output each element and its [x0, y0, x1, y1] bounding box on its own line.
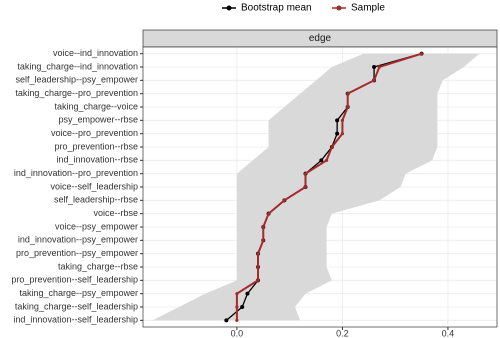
y-tick-label: taking_charge--self_leadership [15, 301, 138, 311]
y-tick-label: ind_innovation--pro_prevention [14, 168, 138, 178]
point [335, 131, 340, 136]
y-tick-label: voice--ind_innovation [53, 48, 138, 58]
y-tick-label: voice--psy_empower [55, 221, 138, 231]
y-tick-label: voice--rbse [93, 208, 138, 218]
y-tick-label: voice--pro_prevention [51, 128, 138, 138]
point [319, 158, 324, 163]
y-tick-label: pro_prevention--psy_empower [16, 248, 138, 258]
y-tick-label: taking_charge--voice [54, 101, 138, 111]
point [235, 305, 239, 309]
point [346, 105, 350, 109]
x-tick-label: 0.0 [231, 328, 244, 338]
point [335, 118, 340, 123]
point [324, 158, 329, 162]
x-tick-label: 0.2 [336, 328, 349, 338]
point [377, 65, 381, 69]
y-tick-label: taking_charge--pro_prevention [15, 88, 138, 98]
y-tick-label: taking_charge--psy_empower [19, 288, 138, 298]
point [303, 172, 308, 176]
confidence-band [152, 53, 480, 321]
y-tick-label: taking_charge--ind_innovation [17, 61, 138, 71]
point [235, 318, 239, 322]
y-tick-label: pro_prevention--rbse [54, 141, 138, 151]
legend-dot [336, 5, 342, 11]
y-tick-label: self_leadership--rbse [54, 195, 138, 205]
y-tick-label: voice--self_leadership [50, 181, 138, 191]
point [372, 65, 377, 69]
point [346, 92, 350, 96]
y-tick-label: ind_innovation--rbse [56, 155, 138, 165]
y-tick-label: pro_prevention--self_leadership [11, 275, 138, 285]
point [224, 318, 229, 323]
y-tick-label: self_leadership--psy_empower [15, 75, 138, 85]
point [282, 198, 286, 202]
point [419, 52, 424, 56]
strip-label: edge [309, 33, 332, 44]
legend-label: Sample [351, 3, 385, 14]
point [340, 118, 345, 122]
point [256, 252, 260, 256]
point [303, 185, 308, 189]
y-tick-label: psy_empower--rbse [58, 115, 138, 125]
point [235, 292, 239, 296]
point [245, 291, 250, 296]
point [330, 145, 334, 149]
point [256, 265, 260, 269]
x-tick-label: 0.4 [442, 328, 455, 338]
y-tick-label: taking_charge--rbse [58, 261, 138, 271]
point [340, 132, 345, 136]
point [261, 225, 265, 229]
y-tick-label: ind_innovation--psy_empower [18, 235, 138, 245]
y-tick-label: ind_innovation--self_leadership [13, 315, 138, 325]
legend-label: Bootstrap mean [241, 3, 312, 14]
point [240, 305, 245, 309]
legend-dot [226, 5, 232, 11]
point [372, 78, 376, 82]
point [256, 278, 260, 282]
point [261, 238, 265, 242]
point [266, 212, 271, 216]
